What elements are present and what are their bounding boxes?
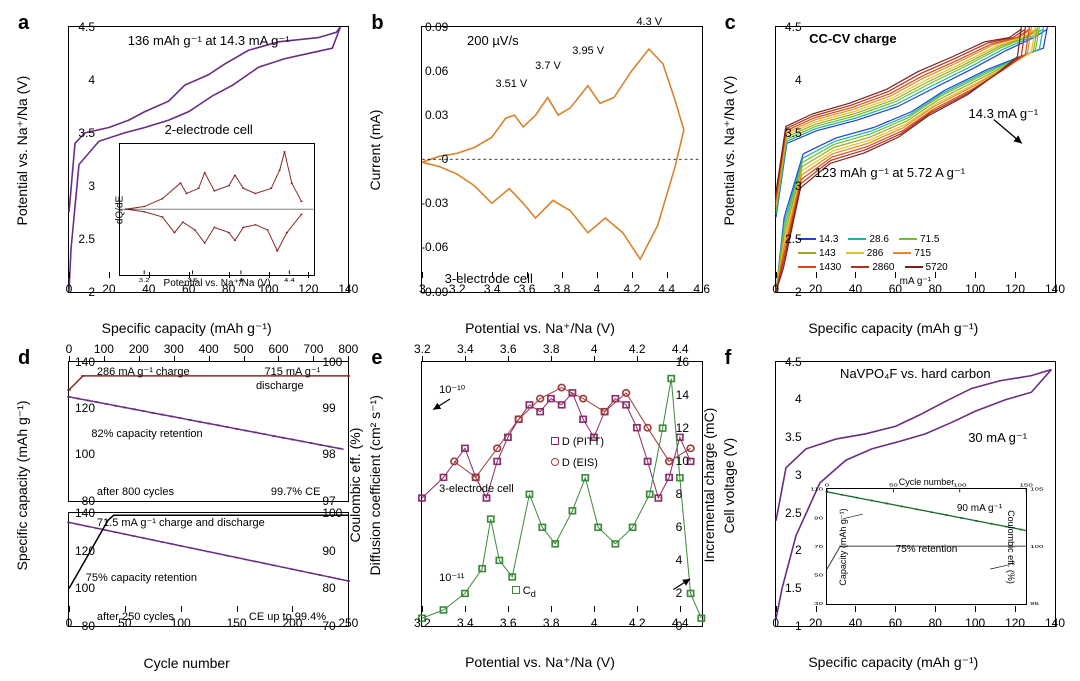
panel-a-inset: 3.23.644.4 dQ/dE Potential vs. Na⁺/Na (V…	[119, 143, 315, 275]
d-top-rate: 286 mA g⁻¹ charge	[97, 365, 190, 378]
panel-a-anno-cell: 2-electrode cell	[165, 122, 253, 137]
d-top-after: after 800 cycles	[97, 486, 174, 498]
svg-text:70: 70	[814, 545, 823, 550]
panel-f-ylabel: Cell voltage (V)	[721, 343, 737, 628]
panel-a-xlabel: Specific capacity (mAh g⁻¹)	[12, 320, 361, 337]
panel-f-rate: 30 mA g⁻¹	[968, 430, 1027, 446]
f-inset-rate: 90 mA g⁻¹	[957, 503, 1002, 514]
e-leg-eis: D (EIS)	[551, 457, 598, 469]
panel-a-anno-main: 136 mAh g⁻¹ at 14.3 mA g⁻¹	[128, 33, 290, 49]
svg-text:90: 90	[814, 516, 823, 521]
panel-e-cell: 3-electrode cell	[439, 483, 514, 495]
panel-b-ylabel: Current (mA)	[367, 8, 383, 293]
panel-d-label: d	[18, 347, 30, 370]
e-ytick-bot: 10⁻¹¹	[439, 571, 464, 584]
svg-text:110: 110	[810, 488, 823, 493]
panel-f-title: NaVPO₄F vs. hard carbon	[840, 366, 991, 381]
panel-f: f Cell voltage (V) Specific capacity (mA…	[719, 343, 1068, 674]
panel-c-xlabel: Specific capacity (mAh g⁻¹)	[719, 320, 1068, 337]
panel-a-inset-plot: 3.23.644.4	[120, 144, 314, 274]
panel-b-plot	[422, 27, 701, 292]
panel-b-scan: 200 µV/s	[467, 33, 519, 48]
f-inset-xlabel: Cycle number	[827, 477, 1026, 487]
panel-a-ylabel: Potential vs. Na⁺/Na (V)	[14, 8, 30, 293]
f-inset-ret: 75% retention	[896, 544, 958, 555]
panel-d-bot-plot	[69, 513, 348, 626]
d-top-disch: discharge	[256, 380, 304, 392]
panel-c-ylabel: Potential vs. Na⁺/Na (V)	[721, 8, 737, 293]
panel-f-label: f	[725, 347, 732, 370]
svg-text:100: 100	[1030, 545, 1044, 550]
panel-b-cell: 3-electrode cell	[445, 271, 533, 286]
panel-d-ylabel: Specific capacity (mAh g⁻¹)	[14, 343, 30, 628]
panel-a-label: a	[18, 12, 29, 35]
panel-e-label: e	[371, 347, 382, 370]
panel-e: e Diffusion coefficient (cm² s⁻¹) Increm…	[365, 343, 714, 674]
svg-text:105: 105	[1030, 488, 1044, 493]
panel-d-bot-axes: 71.5 mA g⁻¹ charge and discharge 75% cap…	[68, 512, 349, 627]
e-leg-pitt: D (PITT)	[551, 436, 604, 448]
svg-text:95: 95	[1030, 602, 1039, 607]
e-leg-cd: Cd	[512, 585, 536, 599]
panel-d-top-axes: 286 mA g⁻¹ charge 715 mA g⁻¹ discharge 8…	[68, 361, 349, 502]
d-bot-after: after 250 cycles	[97, 611, 174, 623]
d-bot-ret: 75% capacity retention	[86, 572, 197, 584]
panel-b-xlabel: Potential vs. Na⁺/Na (V)	[365, 320, 714, 337]
d-bot-rate: 71.5 mA g⁻¹ charge and discharge	[97, 516, 265, 529]
panel-b: b Current (mA) Potential vs. Na⁺/Na (V) …	[365, 8, 714, 339]
inset-a-ylabel: dQ/dE	[115, 195, 126, 223]
panel-d: d Specific capacity (mAh g⁻¹) Coulombic …	[12, 343, 361, 674]
panel-c: c Potential vs. Na⁺/Na (V) Specific capa…	[719, 8, 1068, 339]
panel-f-xlabel: Specific capacity (mAh g⁻¹)	[719, 654, 1068, 671]
svg-text:50: 50	[814, 573, 823, 578]
f-inset-yr: Coulombic eff. (%)	[1006, 510, 1016, 584]
panel-f-inset: 0501001503050709011095100105 Cycle numbe…	[826, 488, 1027, 604]
d-bot-ce: CE up to 99.4%	[249, 611, 326, 623]
panel-b-axes: 200 µV/s 3-electrode cell 3.51 V3.7 V3.9…	[421, 26, 702, 293]
inset-a-xlabel: Potential vs. Na⁺/Na (V)	[120, 278, 314, 289]
panel-c-low: 14.3 mA g⁻¹	[969, 106, 1039, 122]
d-top-rate2: 715 mA g⁻¹	[264, 365, 320, 378]
panel-e-xlabel: Potential vs. Na⁺/Na (V)	[365, 654, 714, 671]
d-top-ret: 82% capacity retention	[91, 428, 202, 440]
panel-f-axes: NaVPO₄F vs. hard carbon 30 mA g⁻¹ 050100…	[775, 361, 1056, 628]
panel-c-label: c	[725, 12, 736, 35]
panel-c-axes: CC-CV charge 14.3 mA g⁻¹ 123 mAh g⁻¹ at …	[775, 26, 1056, 293]
figure-grid: a Potential vs. Na⁺/Na (V) Specific capa…	[0, 0, 1080, 681]
panel-e-axes: 3-electrode cell 10⁻¹⁰ 10⁻¹¹ D (PITT) D …	[421, 361, 702, 628]
panel-c-high: 123 mAh g⁻¹ at 5.72 A g⁻¹	[815, 165, 965, 181]
e-ytick-top: 10⁻¹⁰	[439, 383, 465, 396]
panel-b-label: b	[371, 12, 383, 35]
panel-c-title: CC-CV charge	[809, 31, 896, 46]
panel-a-axes: 136 mAh g⁻¹ at 14.3 mA g⁻¹ 2-electrode c…	[68, 26, 349, 293]
panel-e-ylabel: Diffusion coefficient (cm² s⁻¹)	[367, 343, 383, 628]
f-inset-yl: Capacity (mAh g⁻¹)	[838, 508, 849, 585]
panel-d-xlabel: Cycle number	[12, 655, 361, 671]
panel-a: a Potential vs. Na⁺/Na (V) Specific capa…	[12, 8, 361, 339]
d-top-ce: 99.7% CE	[271, 486, 321, 498]
